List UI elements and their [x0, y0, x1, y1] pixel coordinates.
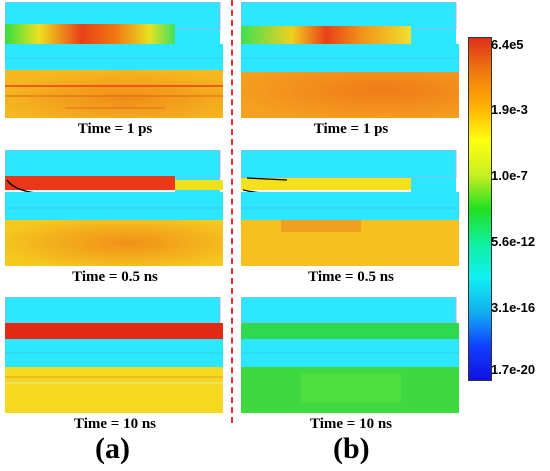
simulation-map-b-10ns [241, 297, 459, 413]
panel-b-0.5ns: Time = 0.5 ns [241, 150, 461, 285]
simulation-map-a-1ps [5, 2, 223, 118]
colorbar-tick-label: 1.7e-20 [491, 362, 536, 377]
simulation-map-b-0.5ns [241, 150, 459, 266]
colorbar-tick-label: 1.0e-7 [491, 168, 528, 183]
simulation-map-a-0.5ns [5, 150, 223, 266]
time-caption: Time = 1 ps [77, 121, 153, 137]
colorbar [468, 37, 492, 381]
column-label-b: (b) [333, 432, 370, 465]
panel-a-1ps: Time = 1 ps [5, 2, 225, 137]
column-divider [231, 0, 233, 423]
panel-a-10ns: Time = 10 ns [5, 297, 225, 432]
colorbar-tick-label: 6.4e5 [491, 37, 524, 52]
colorbar-tick-label: 1.9e-3 [491, 102, 528, 117]
time-caption: Time = 0.5 ns [308, 269, 394, 285]
simulation-map-b-1ps [241, 2, 459, 118]
panel-a-0.5ns: Time = 0.5 ns [5, 150, 225, 285]
column-label-a: (a) [95, 432, 130, 465]
time-caption: Time = 0.5 ns [72, 269, 158, 285]
colorbar-tick-label: 3.1e-16 [491, 300, 536, 315]
panel-b-1ps: Time = 1 ps [241, 2, 461, 137]
time-caption: Time = 10 ns [309, 416, 393, 432]
time-caption: Time = 10 ns [73, 416, 157, 432]
colorbar-tick-label: 5.6e-12 [491, 234, 536, 249]
simulation-map-a-10ns [5, 297, 223, 413]
time-caption: Time = 1 ps [313, 121, 389, 137]
panel-b-10ns: Time = 10 ns [241, 297, 461, 432]
